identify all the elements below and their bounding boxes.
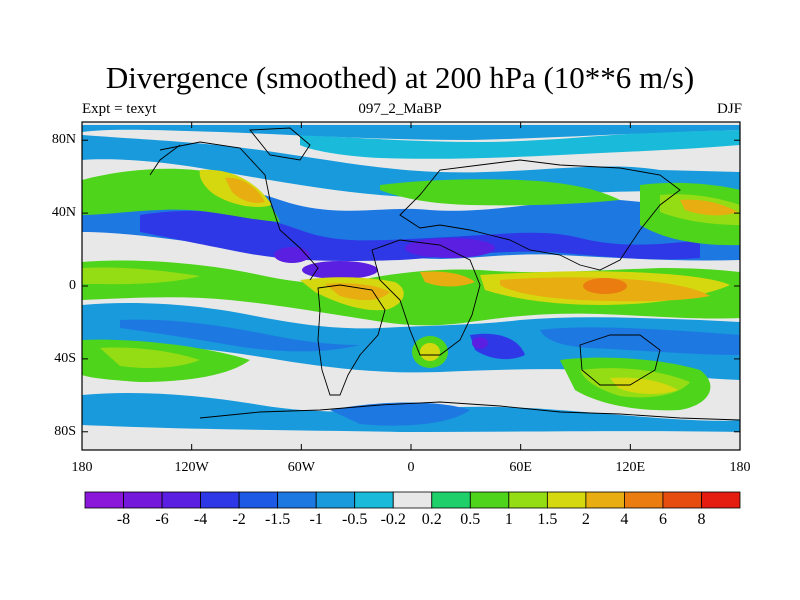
colorbar-swatch <box>84 491 124 509</box>
colorbar-label: -2 <box>232 511 246 528</box>
colorbar-label: -0.5 <box>342 511 368 528</box>
lat-label: 0 <box>69 278 76 293</box>
lon-label: 180 <box>71 460 93 475</box>
colorbar-label: -1 <box>309 511 323 528</box>
colorbar-label: -4 <box>193 511 208 528</box>
colorbar-swatch <box>624 491 664 509</box>
colorbar-label: -6 <box>155 511 169 528</box>
experiment-label: Expt = texyt <box>82 101 157 117</box>
coastline-australia <box>579 334 661 386</box>
lat-label: 40S <box>54 350 76 366</box>
colorbar-label: -1.5 <box>264 511 291 528</box>
axis-ticks <box>81 122 741 450</box>
colorbar-label: 1.5 <box>537 511 558 528</box>
colorbar <box>84 491 741 509</box>
colorbar-swatch <box>431 491 471 509</box>
lat-label: 80N <box>51 132 76 148</box>
tropical-pacific-lime <box>82 267 200 285</box>
lon-label: 180 <box>729 460 751 475</box>
lon-label: 120W <box>174 460 209 475</box>
convergence-max-americas <box>274 247 310 263</box>
convergence-core-north <box>140 210 700 262</box>
colorbar-swatch <box>354 491 394 509</box>
divergence-eurasia <box>380 179 620 206</box>
run-id-label: 097_2_MaBP <box>358 101 442 117</box>
coastline-africa <box>371 239 481 356</box>
colorbar-label: -0.2 <box>380 511 406 528</box>
coastline-antarctica <box>199 401 740 421</box>
colorbar-label: 2 <box>581 511 590 528</box>
coastline-eurasia <box>399 159 681 271</box>
colorbar-label: 0.5 <box>460 511 481 528</box>
coastline-greenland <box>249 127 311 161</box>
tropical-africa-orange <box>420 271 475 287</box>
cyan-band-arctic <box>300 130 740 159</box>
coastline-south-america <box>317 284 386 396</box>
convergence-south-africa-core <box>472 337 488 349</box>
lon-label: 60W <box>287 460 315 475</box>
divergence-south-atlantic-core <box>420 343 440 361</box>
colorbar-label: 1 <box>504 511 513 528</box>
colorbar-swatch <box>546 491 587 509</box>
divergence-pacific-orange <box>680 199 738 216</box>
divergence-north-america-orange <box>225 177 265 203</box>
lon-label: 0 <box>407 460 415 475</box>
lat-label: 80S <box>54 423 76 439</box>
colorbar-label: 0.2 <box>421 511 442 528</box>
colorbar-swatch <box>508 491 548 509</box>
antarctic-neutral <box>82 425 740 450</box>
colorbar-swatch <box>161 491 201 509</box>
colorbar-swatch <box>200 491 240 509</box>
convergence-max-africa <box>405 238 495 258</box>
tropical-atlantic-orange <box>325 283 390 301</box>
colorbar-label: 8 <box>697 511 706 528</box>
colorbar-swatch <box>123 491 163 509</box>
colorbar-swatch <box>662 491 702 509</box>
season-label: DJF <box>716 101 742 117</box>
blue-band-south-indian <box>540 327 740 355</box>
colorbar-swatch <box>585 491 625 509</box>
plot-title: Divergence (smoothed) at 200 hPa (10**6 … <box>105 60 695 95</box>
colorbar-swatch <box>315 491 356 509</box>
blue-band-antarctic <box>330 402 470 426</box>
colorbar-swatch <box>238 491 279 509</box>
colorbar-swatch <box>277 491 317 509</box>
colorbar-label: 6 <box>658 511 667 528</box>
convergence-max-atlantic <box>302 261 378 279</box>
colorbar-label: 4 <box>620 511 629 528</box>
cyan-band-north <box>82 135 740 199</box>
lon-label: 60E <box>509 460 532 475</box>
divergence-southern-ocean-yellow <box>610 377 678 394</box>
blue-band-south <box>120 319 360 352</box>
arctic-edge <box>82 125 740 140</box>
colorbar-swatch <box>392 491 433 509</box>
coastline-north-america <box>159 141 319 281</box>
coastlines <box>149 127 740 421</box>
colorbar-swatch <box>469 491 510 509</box>
lon-label: 120E <box>615 460 646 475</box>
colorbar-swatch <box>701 491 741 509</box>
coastline-alaska <box>149 144 181 176</box>
contour-field <box>82 122 740 450</box>
colorbar-label: -8 <box>116 511 131 528</box>
lat-label: 40N <box>51 205 76 221</box>
divergence-south-pacific-lime <box>100 347 200 368</box>
tropical-maximum <box>583 278 627 294</box>
